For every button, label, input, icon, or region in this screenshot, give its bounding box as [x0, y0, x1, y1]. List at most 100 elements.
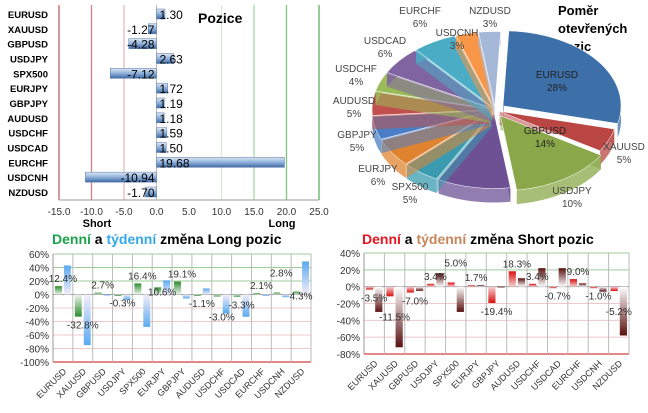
- x-tick-label: 20.0: [277, 207, 297, 218]
- slice-percent: 5%: [347, 109, 362, 120]
- y-tick-label: -80%: [337, 350, 360, 361]
- weekly-bar: [538, 268, 546, 287]
- weekly-bar: [456, 286, 464, 312]
- weekly-bar: [517, 278, 526, 287]
- weekly-bar: [436, 273, 444, 287]
- daily-bar: [174, 281, 181, 295]
- slice-percent: 6%: [371, 177, 386, 188]
- daily-bar: [366, 286, 374, 290]
- slice-percent: 3%: [483, 19, 498, 30]
- data-label: -7.12: [127, 67, 155, 81]
- bar: [156, 82, 168, 94]
- slice-edge: [386, 72, 492, 122]
- slice-name: USDCNH: [436, 28, 479, 39]
- bar: [156, 127, 168, 138]
- pie-slice-xauusd: [499, 111, 615, 165]
- weekly-bar: [63, 265, 71, 295]
- daily-bar: [55, 286, 62, 295]
- weekly-bar: [123, 294, 131, 300]
- daily-bar: [94, 292, 102, 295]
- data-label: -5.2%: [606, 307, 632, 318]
- title-part: a: [401, 231, 417, 247]
- daily-bar: [134, 283, 142, 295]
- pie-slice-usdcnh: [455, 32, 495, 121]
- weekly-bar: [375, 286, 383, 312]
- slice-name: EURJPY: [358, 164, 398, 175]
- y-tick-label: 20%: [340, 266, 360, 277]
- chart-title: Denní a týdenní změna Short pozic: [362, 231, 594, 247]
- weekly-bar: [302, 261, 309, 295]
- long-label: Long: [269, 218, 296, 230]
- data-label: 18.3%: [503, 259, 531, 270]
- daily-bar: [114, 294, 122, 296]
- category-label: XAUUSD: [8, 25, 48, 36]
- category-label: USDCAD: [7, 144, 48, 155]
- y-tick-label: 20%: [29, 277, 49, 288]
- data-label: -11.5%: [379, 312, 410, 323]
- data-label: 2.8%: [270, 269, 293, 280]
- slice-percent: 14%: [535, 139, 555, 150]
- data-label: 1.59: [160, 127, 184, 141]
- title-part: Denní: [52, 231, 92, 247]
- slice-percent: 6%: [378, 49, 393, 60]
- daily-bar: [74, 294, 82, 317]
- data-label: -32.8%: [67, 321, 99, 332]
- title-part: a: [91, 231, 107, 247]
- daily-bar: [447, 282, 455, 287]
- daily-bar: [508, 271, 516, 287]
- data-label: 3.4%: [424, 272, 447, 283]
- data-label: -1.0%: [585, 292, 611, 303]
- bar: [156, 157, 285, 168]
- category-label: EURUSD: [8, 10, 48, 21]
- slice-top: [415, 35, 493, 108]
- slice-name: EURUSD: [536, 70, 578, 81]
- category-label: EURCHF: [8, 158, 48, 169]
- slice-name: USDCAD: [364, 36, 406, 47]
- data-label: 1.72: [160, 82, 184, 96]
- slice-name: SPX500: [392, 182, 429, 193]
- data-label: -0.7%: [545, 291, 571, 302]
- weekly-bar: [183, 294, 190, 299]
- data-label: 2.63: [160, 53, 184, 67]
- chart-title: Denní a týdenní změna Long pozic: [52, 231, 282, 247]
- daily-bar: [467, 285, 476, 287]
- daily-bar: [610, 286, 618, 292]
- data-label: 19.68: [160, 156, 190, 170]
- y-tick-label: -20%: [26, 304, 49, 315]
- slice-percent: 28%: [547, 83, 567, 94]
- data-label: 12.4%: [49, 274, 77, 285]
- weekly-bar: [599, 286, 607, 292]
- x-tick-label: 5.0: [182, 207, 196, 218]
- x-tick-label: -15.0: [48, 207, 71, 218]
- weekly-bar: [83, 294, 91, 346]
- slice-side: [516, 155, 601, 205]
- data-label: 1.30: [160, 8, 184, 22]
- daily-bar: [406, 286, 414, 293]
- pie-slice-usdjpy: [438, 112, 511, 203]
- daily-bar: [253, 293, 261, 295]
- bar: [147, 23, 157, 35]
- y-tick-label: -60%: [26, 331, 49, 342]
- daily-bar: [427, 283, 435, 287]
- weekly-bar: [415, 286, 424, 291]
- data-label: 16.4%: [128, 271, 156, 282]
- daily-bar: [193, 294, 201, 296]
- category-label: SPX500: [13, 69, 48, 80]
- slice-side: [438, 179, 511, 203]
- weekly-bar: [395, 286, 403, 348]
- weekly-bar: [497, 286, 505, 289]
- pie-slice-gbpusd: [500, 115, 602, 205]
- slice-top: [500, 115, 602, 191]
- data-label: 1.7%: [465, 273, 488, 284]
- slice-name: AUDUSD: [333, 96, 375, 107]
- slice-percent: 3%: [450, 41, 465, 52]
- weekly-bar: [619, 286, 627, 336]
- data-label: 10.6%: [148, 287, 176, 298]
- weekly-bar: [103, 294, 111, 296]
- slice-top: [455, 32, 495, 107]
- y-tick-label: 40%: [340, 249, 360, 260]
- slice-edge: [416, 49, 493, 121]
- slice-name: EURCHF: [399, 6, 441, 17]
- daily-bar: [273, 292, 281, 295]
